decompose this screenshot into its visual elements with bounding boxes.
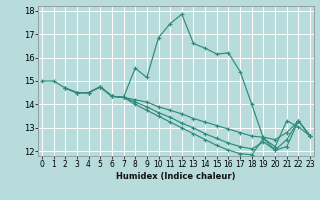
X-axis label: Humidex (Indice chaleur): Humidex (Indice chaleur): [116, 172, 236, 181]
